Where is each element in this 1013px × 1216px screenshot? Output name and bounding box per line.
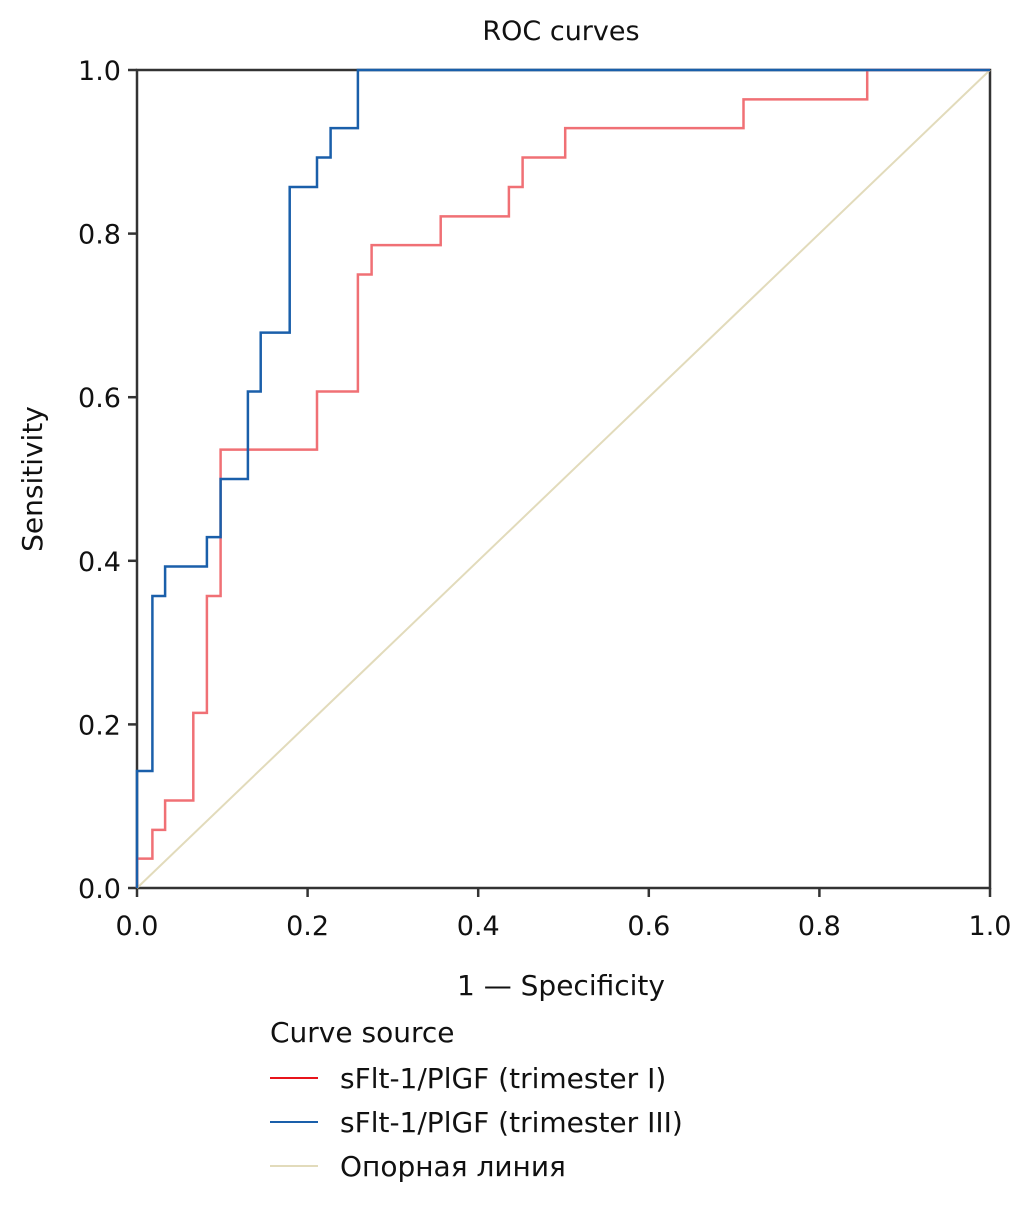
y-tick-label: 0.8 (78, 220, 121, 251)
legend-item-trimester-1: sFlt-1/PlGF (trimester I) (270, 1056, 683, 1100)
y-axis: 0.0 0.2 0.4 0.6 0.8 1.0 (78, 56, 137, 905)
x-axis-title: 1 — Specificity (457, 969, 665, 1002)
y-axis-title: Sensitivity (16, 406, 49, 552)
legend-item-reference-line: Опорная линия (270, 1144, 683, 1188)
reference-line (136, 69, 991, 889)
x-tick-label: 0.2 (286, 911, 329, 942)
legend-label: Опорная линия (340, 1149, 566, 1183)
legend-swatch-red (270, 1077, 318, 1079)
legend-item-trimester-3: sFlt-1/PlGF (trimester III) (270, 1100, 683, 1144)
roc-chart: ROC curves 0.0 0.2 0.4 0.6 0.8 1.0 0.00.20.40… (16, 16, 1011, 1002)
legend-label: sFlt-1/PlGF (trimester III) (340, 1105, 683, 1139)
y-tick-label: 0.4 (78, 547, 121, 578)
x-tick-label: 0.4 (457, 911, 500, 942)
series-trimester-1-line (135, 68, 990, 888)
legend-label: sFlt-1/PlGF (trimester I) (340, 1061, 667, 1095)
x-tick-label: 0.8 (798, 911, 841, 942)
legend-title: Curve source (270, 1016, 455, 1049)
y-tick-label: 1.0 (78, 56, 121, 87)
chart-title: ROC curves (482, 16, 639, 47)
x-tick-label: 1.0 (969, 911, 1012, 942)
y-tick-label: 0.6 (78, 383, 121, 414)
x-tick-label: 0.6 (627, 911, 670, 942)
x-axis: 0.0 0.2 0.4 0.6 0.8 1.0 (116, 888, 1012, 942)
series-trimester-3-line (135, 68, 990, 888)
legend: Curve source sFlt-1/PlGF (trimester I) s… (270, 1012, 683, 1188)
y-tick-label: 0.0 (78, 874, 121, 905)
legend-swatch-beige (270, 1165, 318, 1167)
y-tick-label: 0.2 (78, 710, 121, 741)
series-layer (135, 68, 991, 889)
legend-swatch-blue (270, 1121, 318, 1123)
x-tick-label: 0.0 (116, 911, 159, 942)
plot-area: 0.0 0.2 0.4 0.6 0.8 1.0 0.0 0.2 0.4 0.6 0.8 1.0 (78, 56, 1011, 942)
